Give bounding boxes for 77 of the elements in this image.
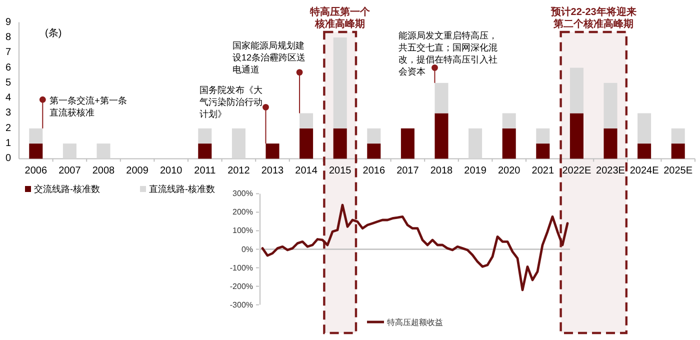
y-tick-label: 6 [5,62,12,74]
bar [502,128,516,159]
x-tick-label: 2016 [362,166,386,177]
bar [468,128,482,159]
x-tick-label: 2025E [664,166,693,177]
bar [671,144,685,159]
x-tick-label: 2022E [562,166,592,177]
bar [333,128,347,159]
bar [400,128,414,159]
bar [29,128,43,144]
bar [62,144,76,159]
y-tick-label: 5 [5,77,12,88]
y-tick-label: 0% [241,244,253,254]
band-label: 预计22-23年将迎来第二个核准高峰期 [550,6,636,30]
bar [29,144,43,159]
x-tick-label: 2011 [194,166,216,177]
y-tick-label: -100% [230,263,253,272]
annotation: 第一条交流+第一条直流获核准 [50,96,127,118]
bar [638,113,652,144]
y-tick-label: -300% [230,300,253,310]
legend-label: 交流线路-核准数 [34,184,100,194]
y-tick-label: 200% [232,208,253,217]
bar [232,128,246,159]
bar [300,113,314,128]
y-tick-label: 300% [232,189,253,198]
x-tick-label: 2006 [24,166,48,177]
y-axis-title: (条) [45,27,62,39]
bar [300,128,314,159]
y-tick-label: 1 [5,138,12,150]
bar [502,113,516,128]
bar [638,144,652,159]
x-tick-label: 2019 [464,166,487,177]
bar [367,128,381,144]
y-tick-label: 100% [232,226,253,236]
bar [434,82,448,114]
x-tick-label: 2020 [498,166,521,177]
legend-label: 特高压超额收益 [387,318,443,327]
bar [570,68,584,114]
y-tick-label: 3 [5,108,12,119]
x-tick-label: 2017 [396,166,420,177]
y-tick-label: 4 [5,92,12,104]
band-label: 特高压第一个核准高峰期 [309,6,372,30]
bar [367,144,381,159]
y-tick-label: 9 [5,16,12,28]
x-tick-label: 2012 [228,166,250,177]
annotation: 国务院发布《大气污染防治行动计划》 [200,85,263,120]
x-tick-label: 2013 [261,166,284,177]
bar [198,128,212,144]
x-tick-label: 2009 [126,166,149,177]
bar [671,128,685,144]
x-tick-label: 2007 [58,166,82,177]
bar [604,128,618,159]
x-tick-label: 2014 [295,166,318,177]
x-tick-label: 2021 [532,166,554,177]
bar [266,144,280,159]
x-tick-label: 2023E [596,166,626,177]
x-tick-label: 2015 [328,166,352,177]
bar [570,113,584,159]
bar [96,144,110,159]
bar [333,37,347,128]
bar [434,113,448,159]
y-tick-label: 7 [5,47,12,58]
y-tick-label: 0 [5,153,12,164]
x-tick-label: 2024E [630,166,660,177]
y-tick-label: -200% [230,282,253,291]
y-tick-label: 8 [5,32,12,43]
annotation: 国家能源局规划建设12条治霾跨区送电通道 [232,40,306,74]
bar [536,128,550,144]
y-tick-label: 2 [5,122,12,134]
x-tick-label: 2008 [92,166,116,177]
x-tick-label: 2010 [160,166,183,177]
legend-label: 直流线路-核准数 [149,184,215,194]
bar [536,144,550,159]
annotation: 能源局发文重启特高压，共五交七直；国网深化混改，提倡在特高压引入社会资本 [398,30,498,77]
x-tick-label: 2018 [430,166,454,177]
bar [198,144,212,159]
bar [604,82,618,128]
